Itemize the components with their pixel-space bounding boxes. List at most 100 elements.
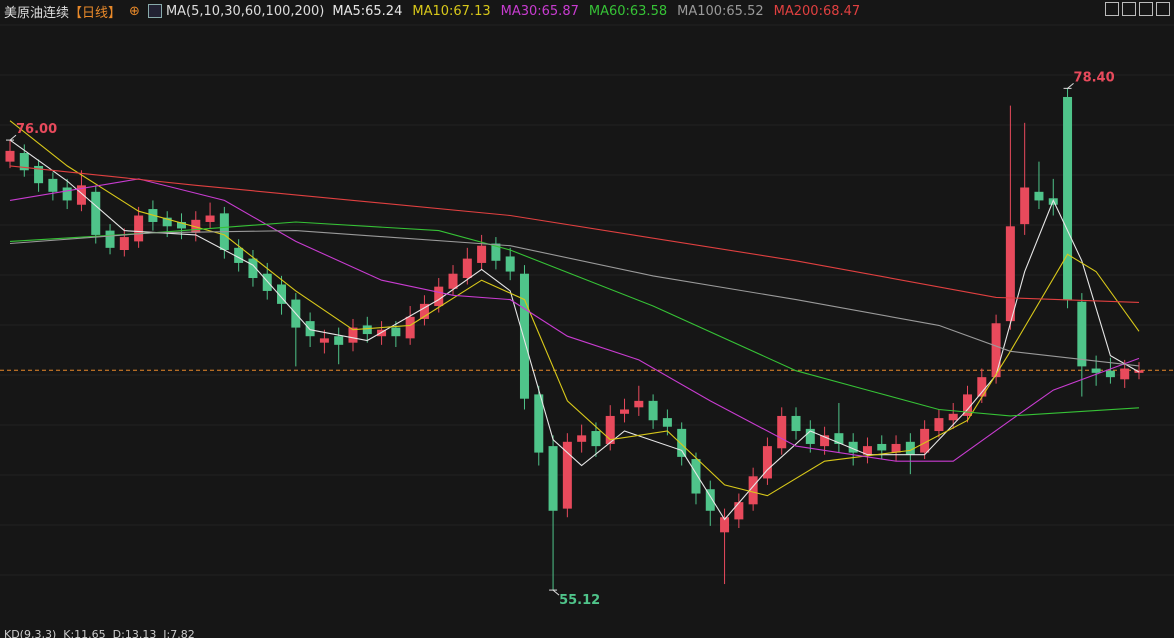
candle-body xyxy=(705,489,715,511)
candle-body xyxy=(134,215,144,242)
candle-body xyxy=(591,431,601,447)
candle-body xyxy=(991,323,1001,378)
candle-body xyxy=(562,441,572,509)
tool-button[interactable] xyxy=(1105,2,1119,16)
candle-body xyxy=(963,394,973,416)
ma-line xyxy=(9,221,1140,417)
candle-body xyxy=(348,327,358,343)
candle-body xyxy=(362,325,372,335)
candle-body xyxy=(5,150,15,162)
candle-body xyxy=(1105,370,1115,378)
legend-entry: MA30:65.87 xyxy=(500,3,579,19)
chart-title: 美原油连续 xyxy=(4,5,70,21)
candle-body xyxy=(477,245,487,263)
candle-body xyxy=(777,415,787,449)
annotation-label: 55.12 xyxy=(559,593,600,608)
candle-body xyxy=(877,443,887,451)
candle-body xyxy=(277,284,287,304)
candle-body xyxy=(848,441,858,453)
annotation-leader xyxy=(552,589,560,596)
candle-body xyxy=(176,221,186,229)
candle-body xyxy=(1120,368,1130,380)
add-icon[interactable]: ⊕ xyxy=(129,3,140,19)
candle-body xyxy=(577,435,587,442)
candle-body xyxy=(977,377,987,397)
candle-body xyxy=(205,215,215,222)
candle-body xyxy=(948,413,958,421)
candle-body xyxy=(620,409,630,414)
candle-body xyxy=(34,165,44,184)
ma-line xyxy=(9,178,1140,462)
annotation-label: 78.40 xyxy=(1074,70,1115,85)
legend-entry: MA10:67.13 xyxy=(412,3,491,19)
candle-body xyxy=(519,273,529,399)
candle-body xyxy=(934,418,944,432)
footer: KD(9,3,3) K:11.65 D:13.13 J:7.82 xyxy=(4,628,195,638)
candle-body xyxy=(391,327,401,337)
candle-body xyxy=(462,258,472,279)
tool-button[interactable] xyxy=(1139,2,1153,16)
candle-body xyxy=(920,428,930,453)
candle-body xyxy=(1063,96,1073,300)
candle-body xyxy=(1077,301,1087,367)
tool-button[interactable] xyxy=(1156,2,1170,16)
candle-body xyxy=(305,321,315,337)
header: 美原油连续 【日线】 ⊕ MA(5,10,30,60,100,200) MA5:… xyxy=(4,2,860,21)
candle-body xyxy=(905,441,915,455)
ma-line xyxy=(9,120,1140,497)
candle-body xyxy=(862,446,872,455)
candle-body xyxy=(319,338,329,343)
candle-body xyxy=(748,476,758,505)
candle-body xyxy=(820,435,830,447)
candle-body xyxy=(448,273,458,289)
candle-body xyxy=(1091,368,1101,373)
candle-body xyxy=(548,446,558,511)
ma-line xyxy=(9,139,1140,521)
legend-entry: MA200:68.47 xyxy=(773,3,861,19)
legend: MA5:65.24 MA10:67.13 MA30:65.87 MA60:63.58 M… xyxy=(332,4,860,19)
candle-body xyxy=(505,256,515,272)
candle-body xyxy=(648,400,658,421)
candle-body xyxy=(720,517,730,533)
candle-body xyxy=(662,418,672,427)
candle-body xyxy=(734,502,744,520)
candle-body xyxy=(434,286,444,307)
candle-body xyxy=(48,178,58,192)
indicator-icon[interactable] xyxy=(147,4,162,18)
candle-body xyxy=(891,443,901,453)
annotation-leader xyxy=(9,134,17,141)
candle-body xyxy=(105,230,115,248)
candle-body xyxy=(762,446,772,479)
candle-body xyxy=(76,185,86,205)
legend-entry: MA100:65.52 xyxy=(677,3,764,19)
candle-body xyxy=(605,415,615,444)
candle-body xyxy=(191,219,201,233)
period: 【日线】 xyxy=(69,5,122,21)
toolbar xyxy=(1105,2,1170,16)
candle-body xyxy=(377,329,387,337)
tool-button[interactable] xyxy=(1122,2,1136,16)
candle-body xyxy=(1020,187,1030,225)
candle-body xyxy=(19,153,29,171)
candle-body xyxy=(491,243,501,261)
candle-body xyxy=(419,303,429,319)
candle-body xyxy=(805,428,815,444)
candle-body xyxy=(1034,191,1044,201)
annotation-leader xyxy=(1067,82,1074,89)
candle-body xyxy=(677,428,687,457)
candle-body xyxy=(334,336,344,345)
candle-body xyxy=(262,273,272,291)
annotation-label: 76.00 xyxy=(16,122,57,137)
candle-body xyxy=(634,400,644,408)
candle-body xyxy=(1005,226,1015,322)
candle-body xyxy=(834,433,844,444)
candle-body xyxy=(162,217,172,227)
legend-entry: MA60:63.58 xyxy=(588,3,668,19)
candle-body xyxy=(119,237,129,250)
candle-body xyxy=(234,247,244,263)
candle-body xyxy=(534,394,544,453)
candle-body xyxy=(691,459,701,494)
candle-body xyxy=(248,258,258,279)
